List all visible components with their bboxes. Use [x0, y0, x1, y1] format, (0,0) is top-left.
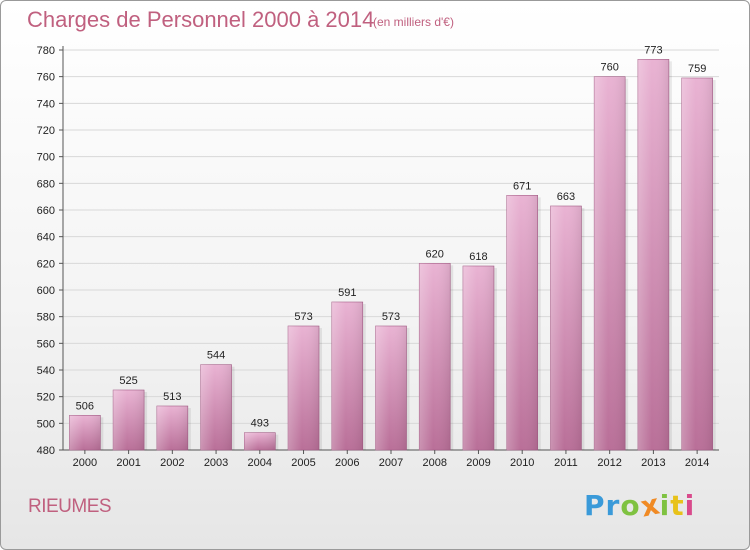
bar-highlight [462, 266, 494, 450]
y-tick-label: 640 [37, 232, 55, 244]
x-tick-label-2013: 2013 [641, 457, 665, 469]
value-label-2013: 773 [644, 44, 662, 56]
value-label-2000: 506 [76, 400, 94, 412]
x-tick-label-2011: 2011 [554, 457, 578, 469]
x-tick-label-2006: 2006 [335, 457, 359, 469]
value-label-2006: 591 [338, 287, 356, 299]
y-tick-labels: 480 500 520 540 560 580 600 620 640 660 680 700 720 7… [37, 45, 55, 457]
y-tick-label: 480 [37, 445, 55, 457]
x-tick-label-2008: 2008 [422, 457, 446, 469]
y-tick-label: 540 [37, 365, 55, 377]
town-name: RIEUMES [28, 496, 112, 517]
y-tick-label: 720 [37, 125, 55, 137]
value-label-2009: 618 [469, 251, 487, 263]
value-label-2003: 544 [207, 350, 225, 362]
bar-highlight [288, 326, 320, 450]
bar-highlight [550, 206, 582, 450]
value-label-2007: 573 [382, 311, 400, 323]
x-tick-label-2007: 2007 [379, 457, 403, 469]
logo-letter: P [584, 489, 606, 522]
value-label-2004: 493 [251, 418, 269, 430]
bar-highlight [331, 302, 363, 450]
y-tick-label: 780 [37, 45, 55, 57]
x-tick-label-2014: 2014 [685, 457, 709, 469]
x-tick-label-2002: 2002 [160, 457, 184, 469]
value-label-2012: 760 [600, 62, 618, 74]
proxiti-logo: Proxiti [584, 487, 696, 523]
x-tick-label-2012: 2012 [597, 457, 621, 469]
x-tick-label-2000: 2000 [73, 457, 97, 469]
y-tick-label: 580 [37, 312, 55, 324]
bar-highlight [244, 432, 276, 450]
y-tick-label: 600 [37, 285, 55, 297]
x-tick-label-2003: 2003 [204, 457, 228, 469]
bar-highlight [156, 406, 188, 450]
bar-highlight [69, 415, 101, 450]
y-tick-label: 520 [37, 392, 55, 404]
bar-highlight [681, 78, 713, 450]
y-tick-label: 660 [37, 205, 55, 217]
y-tick-label: 680 [37, 178, 55, 190]
logo-letter: r [605, 489, 621, 522]
bars [69, 59, 716, 451]
x-tick-label-2004: 2004 [248, 457, 272, 469]
logo-letter: t [670, 489, 685, 522]
chart-subtitle: (en milliers d'€) [373, 15, 454, 29]
value-labels: 506 525 513 544 493 573 591 573 620 618 671 663 760 7… [76, 44, 707, 429]
logo-letter: i [659, 489, 671, 522]
bar-highlight [506, 195, 538, 450]
bar-highlight [375, 326, 407, 450]
x-tick-label-2010: 2010 [510, 457, 534, 469]
logo-letter: o [620, 489, 641, 522]
value-label-2002: 513 [163, 391, 181, 403]
y-tick-label: 620 [37, 258, 55, 270]
bar-highlight [637, 59, 669, 450]
logo-letter: i [684, 489, 696, 522]
y-tick-label: 740 [37, 98, 55, 110]
value-label-2001: 525 [119, 375, 137, 387]
chart-title: Charges de Personnel 2000 à 2014 [27, 7, 375, 32]
value-label-2008: 620 [426, 248, 444, 260]
x-tick-label-2009: 2009 [466, 457, 490, 469]
bar-highlight [200, 364, 232, 450]
y-tick-label: 500 [37, 418, 55, 430]
value-label-2005: 573 [294, 311, 312, 323]
bar-highlight [594, 76, 626, 451]
y-tick-label: 560 [37, 338, 55, 350]
y-tick-label: 760 [37, 72, 55, 84]
bar-highlight [113, 390, 145, 450]
value-label-2011: 663 [557, 191, 575, 203]
y-tick-label: 700 [37, 152, 55, 164]
x-tick-label-2005: 2005 [291, 457, 315, 469]
value-label-2014: 759 [688, 63, 706, 75]
bar-highlight [419, 263, 451, 450]
x-tick-label-2001: 2001 [116, 457, 140, 469]
value-label-2010: 671 [513, 180, 531, 192]
x-tick-labels: 2000 2001 2002 2003 2004 2005 2006 2007 2008 2009… [73, 450, 709, 469]
